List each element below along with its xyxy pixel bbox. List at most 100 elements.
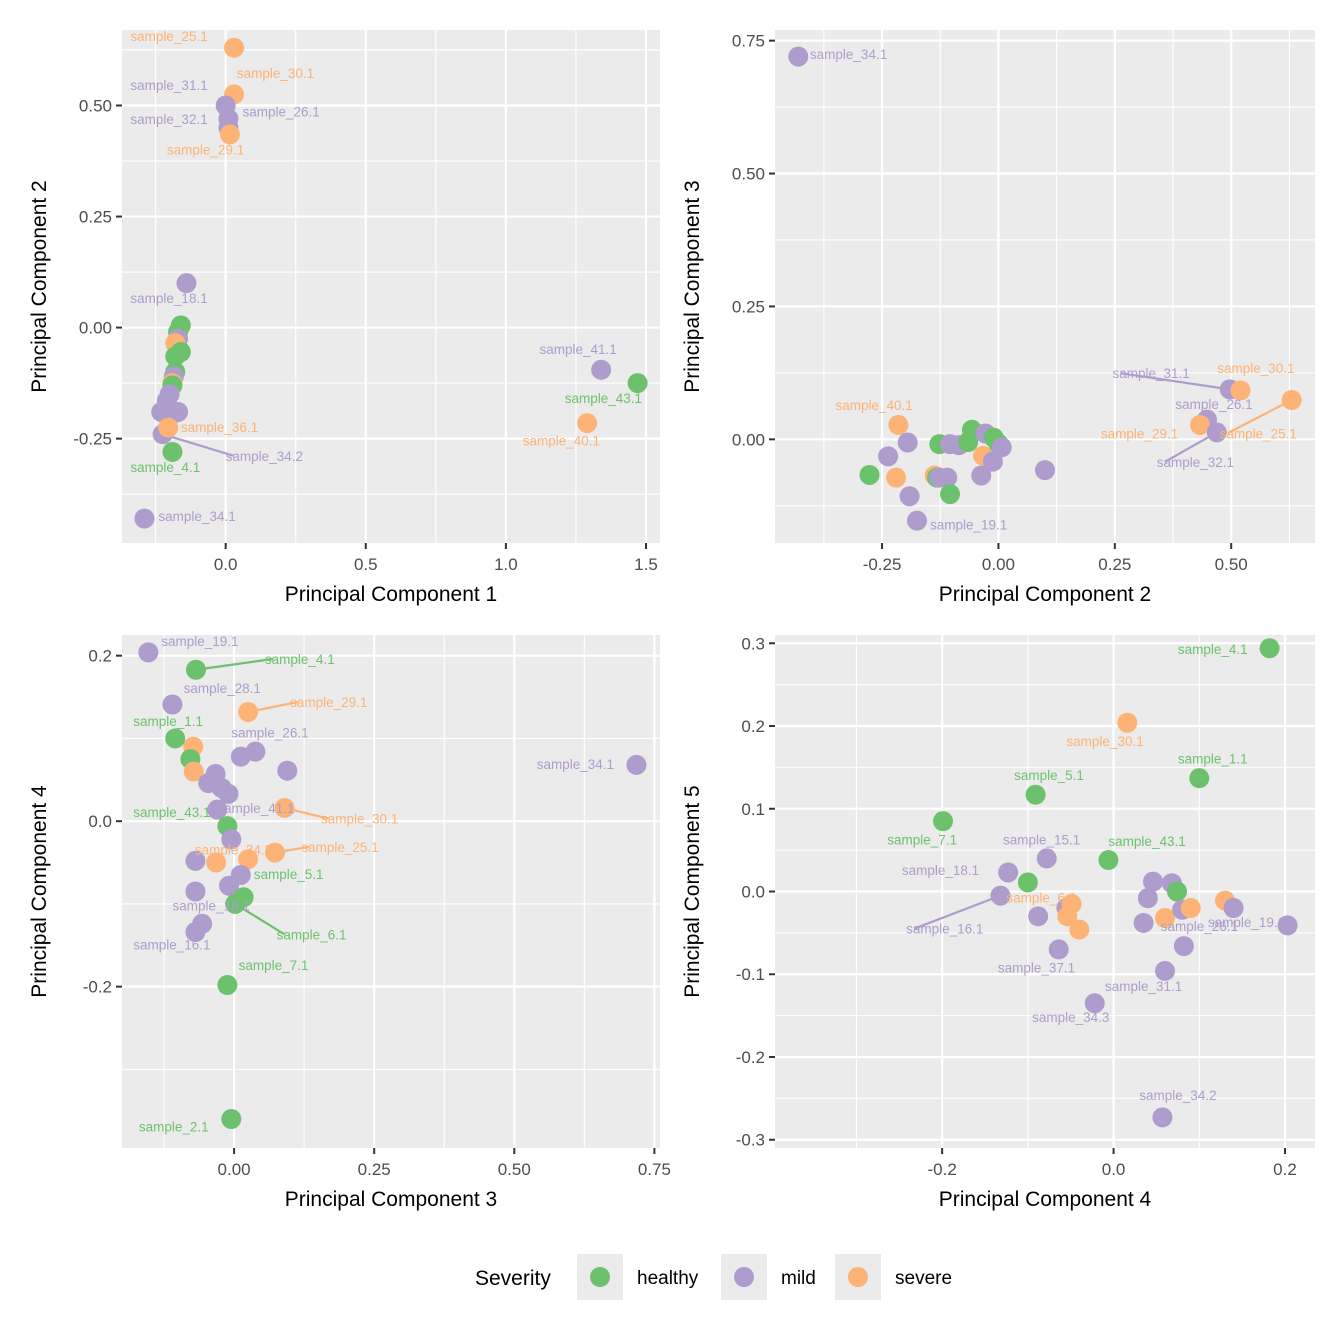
point-label: sample_41.1 <box>540 342 617 357</box>
data-point-mild <box>1028 906 1049 927</box>
data-point-healthy <box>940 484 961 505</box>
data-point-healthy <box>627 373 648 394</box>
data-point-mild <box>971 465 992 486</box>
data-point-mild <box>1152 1107 1173 1128</box>
data-point-mild <box>1155 960 1175 981</box>
point-label: sample_30.1 <box>1217 361 1294 376</box>
data-point-mild <box>1036 848 1057 869</box>
x-tick-label: 0.75 <box>638 1160 671 1179</box>
y-axis-title: Principal Component 5 <box>681 785 704 997</box>
legend-entry-severe: severe <box>835 1254 952 1300</box>
data-point-mild <box>1084 993 1105 1014</box>
label-leader-line <box>913 894 1001 930</box>
data-point-mild <box>998 862 1019 883</box>
data-point-mild <box>906 510 927 531</box>
legend-label-mild: mild <box>781 1268 816 1289</box>
panel-pc3-vs-pc4: 0.00 0.25 0.50 0.75 0.2 0.0 -0.2 Principal Comp… <box>28 635 671 1211</box>
data-point-healthy <box>933 811 953 832</box>
point-label: sample_36.1 <box>181 420 258 435</box>
point-label: sample_34.2 <box>226 449 303 464</box>
data-point-healthy <box>165 728 186 749</box>
data-point-healthy <box>165 346 186 367</box>
x-tick-label: 0.00 <box>218 1160 251 1179</box>
point-label: sample_30.1 <box>237 66 314 81</box>
point-label: sample_19.1 <box>930 518 1007 533</box>
plot-area: sample_25.1 sample_30.1 sample_31.1 sample_… <box>130 29 648 529</box>
data-point-severe <box>274 797 295 818</box>
x-tick-label: 0.0 <box>214 555 238 574</box>
x-tick-label: -0.2 <box>927 1160 956 1179</box>
data-point-mild <box>138 642 159 663</box>
point-label: sample_28.1 <box>184 681 261 696</box>
y-tick-label: 0.0 <box>88 812 112 831</box>
data-point-mild <box>1173 936 1194 957</box>
panel-pc2-vs-pc3: -0.25 0.00 0.25 0.50 0.75 0.50 0.25 0.00 Princip… <box>681 30 1315 606</box>
data-point-severe <box>224 37 245 58</box>
y-tick-label: 0.2 <box>741 717 765 736</box>
data-point-severe <box>1281 389 1302 410</box>
data-point-severe <box>1061 893 1082 914</box>
point-label: sample_6.1 <box>277 927 347 942</box>
x-tick-label: 0.0 <box>1102 1160 1126 1179</box>
data-point-mild <box>899 486 920 507</box>
point-label: sample_1.1 <box>133 714 203 729</box>
point-label: sample_4.1 <box>1178 642 1248 657</box>
x-axis-title: Principal Component 1 <box>285 583 497 606</box>
legend: Severity healthy mild severe <box>475 1254 952 1300</box>
panel-background <box>775 30 1315 543</box>
y-tick-label: 0.00 <box>79 319 112 338</box>
point-label: sample_26.1 <box>1175 397 1252 412</box>
data-point-severe <box>577 413 598 434</box>
y-tick-label: 0.1 <box>741 800 765 819</box>
point-label: sample_18.1 <box>902 863 979 878</box>
plot-area: sample_19.1 sample_4.1 sample_28.1 sample_2… <box>133 635 647 1134</box>
point-label: sample_37.1 <box>998 961 1075 976</box>
data-point-severe <box>1180 898 1201 919</box>
point-label: sample_26.1 <box>231 726 308 741</box>
point-label: sample_34.3 <box>1032 1010 1109 1025</box>
x-axis-title: Principal Component 3 <box>285 1188 497 1211</box>
point-label: sample_43.1 <box>133 805 210 820</box>
point-label: sample_15.1 <box>1003 832 1080 847</box>
point-label: sample_34.2 <box>1139 1088 1216 1103</box>
panel-pc1-vs-pc2: 0.0 0.5 1.0 1.5 0.50 0.25 0.00 -0.25 Principal C… <box>28 29 660 606</box>
data-point-severe <box>219 124 240 145</box>
point-label: sample_34.3 <box>195 842 272 857</box>
data-point-mild <box>878 446 899 467</box>
data-point-mild <box>162 694 183 715</box>
legend-dot-mild <box>734 1267 754 1287</box>
point-label: sample_26.1 <box>242 105 319 120</box>
data-point-mild <box>218 783 239 804</box>
data-point-mild <box>1035 460 1055 481</box>
data-point-mild <box>990 885 1011 906</box>
data-point-severe <box>183 761 204 782</box>
data-point-mild <box>626 754 647 775</box>
label-leader-line <box>195 657 274 671</box>
y-tick-label: 0.25 <box>732 297 765 316</box>
data-point-mild <box>991 437 1012 458</box>
legend-title: Severity <box>475 1267 551 1290</box>
y-tick-label: -0.25 <box>73 430 112 449</box>
x-tick-label: 1.5 <box>634 555 658 574</box>
data-point-mild <box>1137 888 1158 909</box>
data-point-healthy <box>1259 638 1280 659</box>
data-point-severe <box>264 842 285 863</box>
point-label: sample_25.1 <box>130 29 207 44</box>
point-label: sample_18.1 <box>130 291 207 306</box>
panel-pc4-vs-pc5: -0.2 0.0 0.2 0.3 0.2 0.1 0.0 -0.1 -0.2 -0.3 Princi… <box>681 634 1315 1211</box>
point-label: sample_34.1 <box>810 47 887 62</box>
y-tick-label: 0.00 <box>732 430 765 449</box>
data-point-mild <box>982 451 1003 472</box>
data-point-mild <box>185 922 206 943</box>
data-point-severe <box>888 414 909 435</box>
label-leader-line <box>162 433 234 457</box>
plot-area: sample_34.1 sample_40.1 sample_19.1 sample_… <box>788 46 1302 533</box>
data-point-mild <box>176 273 197 294</box>
legend-label-healthy: healthy <box>637 1268 699 1289</box>
point-label: sample_31.1 <box>1113 366 1190 381</box>
point-label: sample_18.1 <box>172 899 249 914</box>
point-label: sample_32.1 <box>1157 455 1234 470</box>
data-point-mild <box>277 760 298 781</box>
data-point-mild <box>245 741 266 762</box>
